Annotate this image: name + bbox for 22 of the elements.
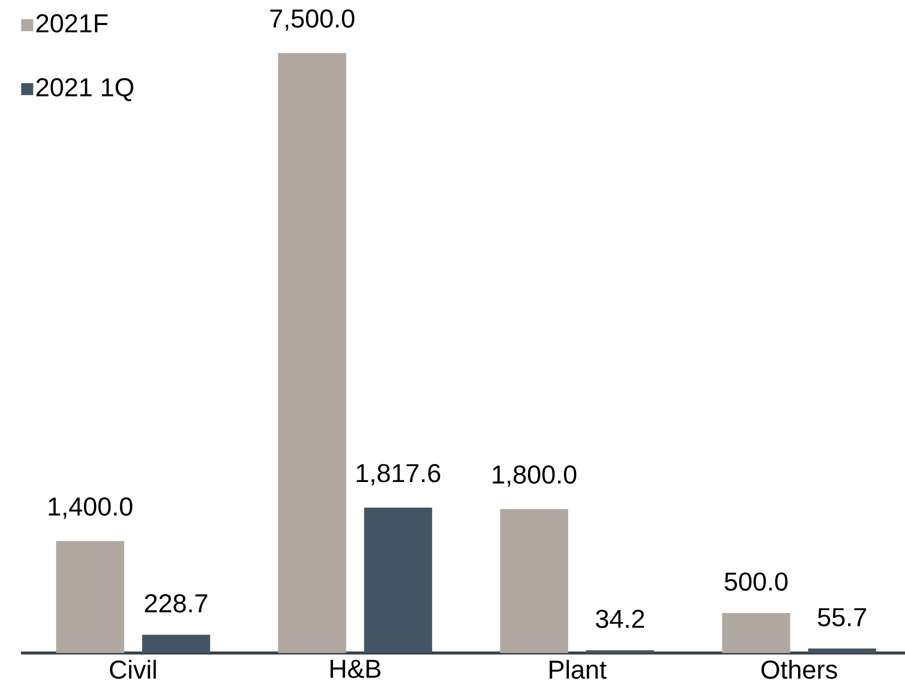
x-tick-label: H&B <box>330 660 380 678</box>
bar <box>142 634 210 653</box>
data-label: 7,500.0 <box>270 9 354 31</box>
x-tick-label: Others <box>761 660 838 679</box>
x-tick-label: Plant <box>550 660 606 679</box>
bar <box>278 52 346 653</box>
bar <box>56 540 124 653</box>
data-label: 228.7 <box>145 594 208 612</box>
bar <box>722 612 790 653</box>
bar <box>500 508 568 653</box>
bar <box>586 650 654 653</box>
x-tick-label: Civil <box>110 660 156 679</box>
data-label: 1,800.0 <box>492 465 576 487</box>
bar <box>808 648 876 653</box>
data-label: 1,817.6 <box>356 464 440 486</box>
legend-label: 2021 1Q <box>36 78 134 102</box>
data-label: 1,400.0 <box>48 497 132 519</box>
data-label: 500.0 <box>724 572 788 591</box>
legend-label: 2021F <box>36 14 108 33</box>
data-label: 34.2 <box>596 610 644 628</box>
bar <box>364 508 432 653</box>
data-label: 55.7 <box>818 608 866 626</box>
